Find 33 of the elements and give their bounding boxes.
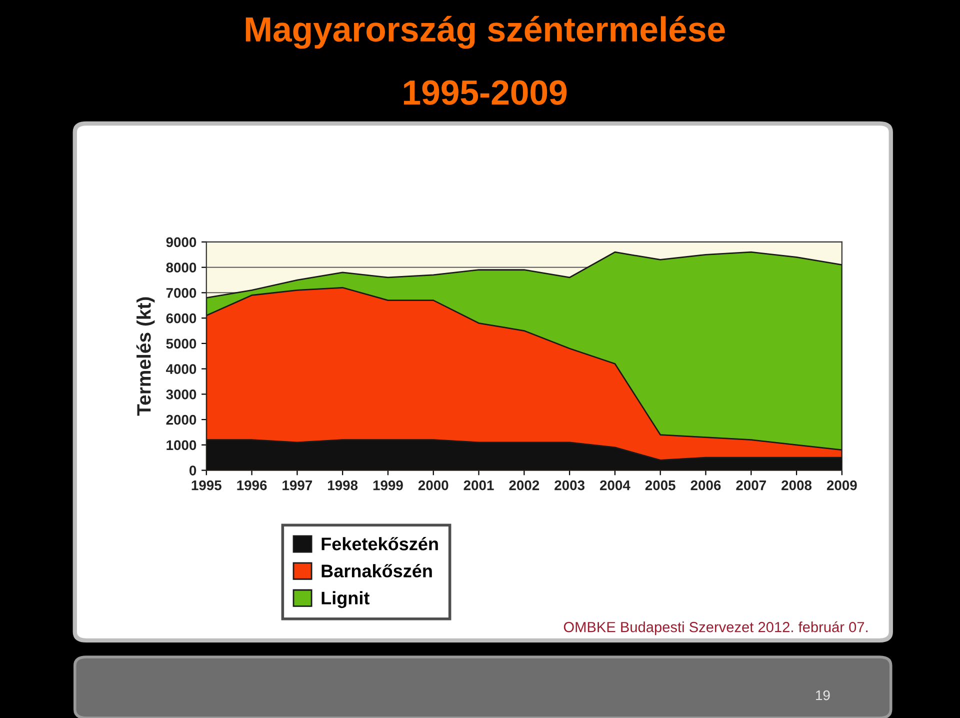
x-tick-label: 2006 (690, 480, 721, 490)
chart-title: Magyarország széntermelése (246, 16, 725, 49)
y-tick-label: 6000 (166, 313, 196, 324)
y-tick-label: 7000 (166, 288, 196, 298)
x-tick-label: 1996 (237, 480, 267, 490)
x-tick-label: 1998 (328, 480, 358, 490)
x-tick-label: 2001 (464, 480, 494, 490)
y-tick-label: 5000 (166, 338, 196, 349)
x-tick-label: 1999 (373, 480, 403, 490)
y-tick-label: 2000 (166, 414, 196, 425)
x-tick-label: 2004 (600, 480, 630, 490)
legend-label: Feketekőszén (322, 536, 438, 550)
y-tick-label: 1000 (166, 440, 196, 450)
y-tick-label: 8000 (166, 262, 196, 273)
y-tick-label: 3000 (166, 390, 196, 400)
legend-label: Lignit (322, 591, 370, 608)
y-tick-label: 0 (190, 466, 196, 476)
x-tick-label: 1995 (192, 480, 222, 490)
x-tick-label: 1997 (282, 480, 312, 490)
x-tick-label: 2000 (418, 480, 448, 490)
x-tick-label: 2003 (554, 480, 585, 490)
y-tick-label: 4000 (166, 364, 196, 374)
legend-label: Barnakőszén (322, 564, 432, 578)
x-tick-label: 2002 (509, 480, 540, 490)
x-tick-label: 2005 (645, 480, 676, 490)
x-tick-label: 2009 (826, 480, 857, 490)
chart-subtitle: 1995-2009 (404, 80, 567, 105)
text: OMBKE Budapesti Szervezet 2012. február 07. (564, 621, 868, 636)
x-tick-label: 2007 (736, 480, 766, 490)
text: 19 (816, 690, 830, 700)
x-tick-label: 2008 (782, 480, 812, 490)
y-tick-label: 9000 (166, 237, 196, 248)
y-axis-title: Termelés (kt) (136, 297, 155, 416)
